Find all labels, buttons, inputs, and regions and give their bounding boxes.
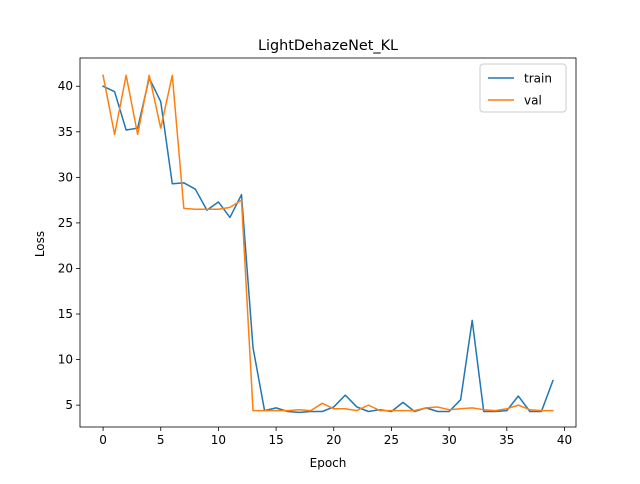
y-tick-label: 5 bbox=[65, 398, 73, 412]
series-line-train bbox=[102, 77, 554, 414]
y-tick-label: 40 bbox=[58, 79, 73, 93]
y-tick-label: 25 bbox=[58, 216, 73, 230]
legend-label-val: val bbox=[524, 94, 542, 108]
y-tick-label: 35 bbox=[58, 125, 73, 139]
x-tick-label: 30 bbox=[441, 433, 456, 447]
x-tick-label: 0 bbox=[99, 433, 107, 447]
x-tick-label: 15 bbox=[268, 433, 283, 447]
x-tick-label: 10 bbox=[211, 433, 226, 447]
legend-label-train: train bbox=[524, 72, 552, 86]
x-tick-label: 20 bbox=[326, 433, 341, 447]
legend: train val bbox=[479, 63, 567, 113]
x-tick-label: 5 bbox=[157, 433, 165, 447]
y-tick-label: 10 bbox=[58, 353, 73, 367]
legend-box bbox=[479, 63, 567, 113]
series-line-val bbox=[102, 74, 554, 412]
x-tick-label: 25 bbox=[384, 433, 399, 447]
x-tick-label: 40 bbox=[557, 433, 572, 447]
y-tick-label: 20 bbox=[58, 261, 73, 275]
axes-frame bbox=[79, 57, 577, 428]
y-axis-label: Loss bbox=[33, 231, 47, 257]
x-axis-label: Epoch bbox=[310, 456, 347, 470]
y-tick-label: 30 bbox=[58, 170, 73, 184]
y-tick-label: 15 bbox=[58, 307, 73, 321]
chart-title: LightDehazeNet_KL bbox=[258, 38, 398, 54]
x-tick-label: 35 bbox=[499, 433, 514, 447]
plot-area: 0 5 10 15 20 25 30 35 40 5 10 15 20 25 30 35 40 bbox=[58, 57, 577, 447]
